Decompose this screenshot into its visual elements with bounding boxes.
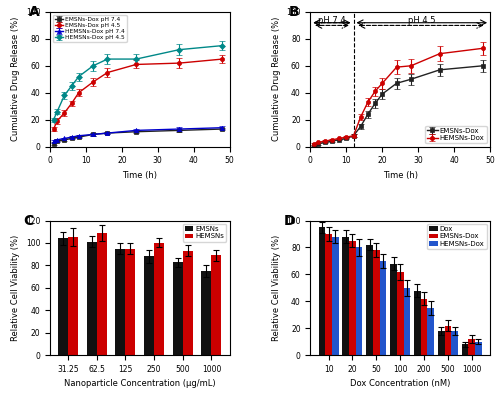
Legend: EMSNs-Dox pH 7.4, EMSNs-Dox pH 4.5, HEMSNs-Dox pH 7.4, HEMSNs-Dox pH 4.5: EMSNs-Dox pH 7.4, EMSNs-Dox pH 4.5, HEMS… — [53, 15, 127, 42]
Bar — [318, 227, 326, 355]
Bar — [332, 237, 338, 355]
Bar — [438, 331, 444, 355]
Bar — [397, 272, 404, 355]
Text: C: C — [23, 214, 34, 228]
Bar — [475, 342, 482, 355]
Bar — [428, 308, 434, 355]
Bar — [202, 271, 211, 355]
Text: D: D — [284, 214, 295, 228]
Y-axis label: Relative Cell Viability (%): Relative Cell Viability (%) — [11, 235, 20, 341]
Bar — [97, 233, 107, 355]
Y-axis label: Cumulative Drug Release (%): Cumulative Drug Release (%) — [272, 17, 280, 141]
Legend: Dox, EMSNs-Dox, HEMSNs-Dox: Dox, EMSNs-Dox, HEMSNs-Dox — [427, 224, 486, 249]
Bar — [68, 237, 78, 355]
Legend: EMSNs, HEMSNs: EMSNs, HEMSNs — [182, 224, 226, 241]
Text: pH 7.4: pH 7.4 — [318, 16, 346, 26]
X-axis label: Time (h): Time (h) — [122, 171, 158, 180]
Bar — [468, 339, 475, 355]
Bar — [154, 243, 164, 355]
Bar — [444, 326, 452, 355]
Bar — [183, 251, 193, 355]
Text: pH 4.5: pH 4.5 — [408, 16, 436, 26]
Text: A: A — [28, 5, 39, 19]
X-axis label: Time (h): Time (h) — [382, 171, 418, 180]
Bar — [58, 239, 68, 355]
Y-axis label: Relative Cell Viability (%): Relative Cell Viability (%) — [272, 235, 280, 341]
Bar — [390, 264, 397, 355]
Bar — [452, 331, 458, 355]
Bar — [349, 241, 356, 355]
Bar — [326, 234, 332, 355]
Bar — [420, 298, 428, 355]
Bar — [342, 237, 349, 355]
Legend: EMSNs-Dox, HEMSNs-Dox: EMSNs-Dox, HEMSNs-Dox — [425, 126, 486, 143]
Y-axis label: Cumulative Drug Release (%): Cumulative Drug Release (%) — [11, 17, 20, 141]
Bar — [212, 255, 222, 355]
Bar — [87, 242, 97, 355]
Bar — [366, 245, 373, 355]
X-axis label: Dox Concentration (nM): Dox Concentration (nM) — [350, 379, 450, 388]
Text: B: B — [289, 5, 300, 19]
Bar — [462, 344, 468, 355]
Bar — [172, 262, 183, 355]
Bar — [373, 250, 380, 355]
X-axis label: Nanoparticle Concentration (μg/mL): Nanoparticle Concentration (μg/mL) — [64, 379, 216, 388]
Bar — [126, 249, 136, 355]
Bar — [414, 290, 420, 355]
Bar — [404, 288, 410, 355]
Bar — [356, 247, 362, 355]
Bar — [116, 249, 126, 355]
Bar — [380, 261, 386, 355]
Bar — [144, 257, 154, 355]
